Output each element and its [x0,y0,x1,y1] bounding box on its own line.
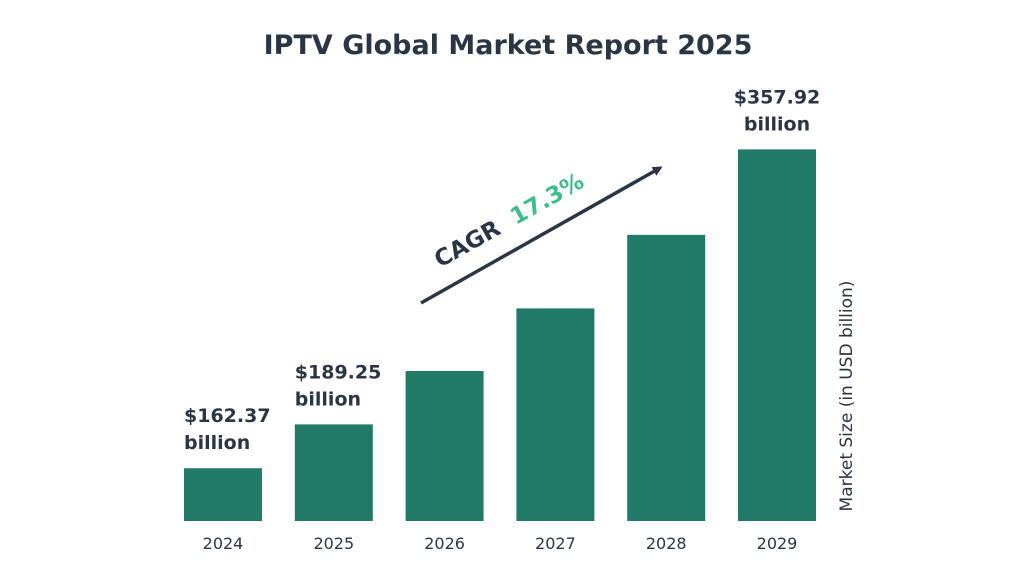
bar-2027 [516,308,595,521]
data-label: $189.25 billion [295,361,382,410]
x-tick-label: 2026 [424,534,465,553]
cagr-arrow [420,166,663,305]
data-label-value: $162.37 [184,405,271,427]
bar-2024 [184,468,262,521]
x-tick-label: 2025 [313,534,354,553]
chart-title: IPTV Global Market Report 2025 [264,30,753,61]
data-label: $162.37 billion [184,405,271,454]
x-tick-label: 2027 [535,534,576,553]
bar-2026 [405,371,484,521]
bar-2029 [738,149,816,522]
x-tick-label: 2028 [646,534,687,553]
bar-2028 [627,234,706,521]
y-axis-label: Market Size (in USD billion) [837,281,857,512]
data-label-unit: billion [744,113,810,135]
data-label-value: $357.92 [734,86,821,108]
data-label-unit: billion [184,432,250,454]
data-label-unit: billion [295,388,361,410]
data-label: $357.92 billion [734,86,821,135]
bar-2025 [294,424,373,521]
cagr-value: 17.3% [506,169,588,231]
cagr-label: CAGR [430,215,505,273]
x-tick-label: 2024 [203,534,244,553]
x-tick-label: 2029 [757,534,798,553]
data-label-value: $189.25 [295,361,382,383]
